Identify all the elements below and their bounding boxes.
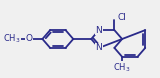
- Text: N: N: [96, 26, 102, 35]
- Text: O: O: [25, 34, 32, 44]
- Text: N: N: [96, 43, 102, 52]
- Text: CH$_3$: CH$_3$: [3, 33, 20, 45]
- Text: Cl: Cl: [118, 13, 127, 22]
- Text: CH$_3$: CH$_3$: [113, 62, 131, 74]
